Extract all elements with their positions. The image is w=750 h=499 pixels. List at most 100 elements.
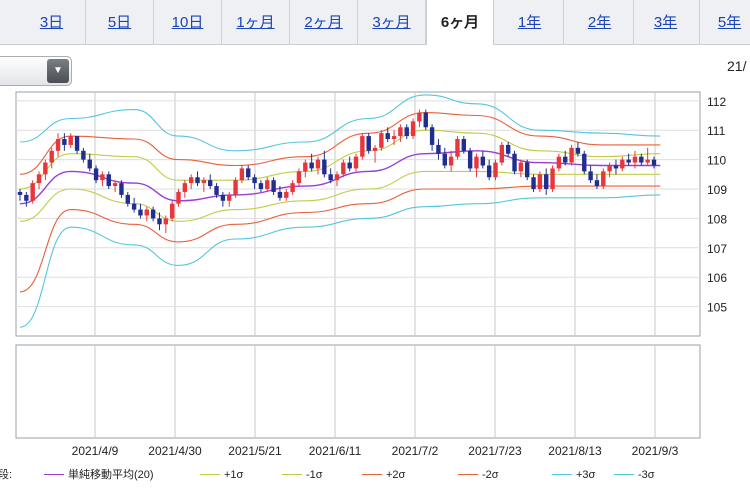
- candle-body: [563, 156, 568, 163]
- tab-11[interactable]: 5年: [700, 0, 750, 44]
- candle-body: [246, 168, 251, 178]
- candle-body: [372, 147, 378, 151]
- indicator-dropdown[interactable]: ▼: [0, 56, 72, 86]
- candle-body: [607, 165, 612, 172]
- candle-body: [334, 174, 340, 181]
- candle-body: [74, 136, 80, 151]
- candle-body: [277, 191, 283, 198]
- legend-label: 単純移動平均(20): [68, 469, 154, 481]
- x-tick-label: 2021/4/9: [72, 444, 119, 458]
- tab-4[interactable]: 1ヶ月: [222, 0, 290, 44]
- legend-swatch: [552, 473, 572, 475]
- candle-body: [100, 174, 105, 181]
- candle-body: [613, 165, 619, 169]
- candle-body: [353, 156, 359, 169]
- date-label: 21/: [727, 58, 747, 74]
- candle-body: [448, 156, 454, 166]
- tab-7[interactable]: 6ヶ月: [426, 0, 494, 45]
- candle-body: [315, 159, 321, 169]
- candle-body: [512, 153, 517, 172]
- candle-body: [588, 171, 593, 181]
- legend-item: -3σ: [614, 465, 655, 485]
- candle-body: [404, 127, 409, 137]
- candle-body: [575, 147, 581, 154]
- candle-body: [17, 191, 23, 195]
- tab-3[interactable]: 10日: [154, 0, 222, 44]
- candle-body: [271, 180, 276, 192]
- candle-body: [176, 191, 181, 204]
- candle-body: [49, 150, 54, 163]
- candle-body: [43, 162, 48, 175]
- candle-body: [423, 112, 428, 128]
- candle-body: [144, 209, 149, 216]
- candle-body: [499, 144, 505, 163]
- candle-body: [81, 150, 86, 160]
- candle-body: [417, 112, 422, 122]
- candle-body: [474, 156, 479, 169]
- y-tick-label: 111: [707, 124, 726, 138]
- legend-swatch: [458, 473, 478, 475]
- candle-body: [620, 159, 625, 169]
- tab-1[interactable]: 3日: [18, 0, 86, 44]
- candle-body: [131, 203, 137, 210]
- x-tick-label: 2021/6/11: [309, 444, 362, 458]
- candle-body: [55, 139, 61, 151]
- legend-label: -1σ: [306, 469, 323, 481]
- candle-body: [290, 183, 295, 192]
- y-tick-label: 109: [707, 183, 727, 197]
- candle-body: [220, 194, 226, 201]
- y-tick-label: 105: [707, 301, 727, 315]
- candle-body: [550, 168, 555, 190]
- legend-item: -1σ: [282, 465, 323, 485]
- legend-item: +3σ: [552, 465, 595, 485]
- tab-2[interactable]: 5日: [86, 0, 154, 44]
- candle-body: [188, 177, 194, 184]
- band-plus-2s: [19, 112, 661, 175]
- x-tick-label: 2021/7/2: [392, 444, 439, 458]
- candle-body: [252, 177, 257, 184]
- candle-body: [455, 139, 460, 157]
- legend-label: +2σ: [386, 469, 406, 481]
- candle-body: [385, 133, 390, 140]
- candle-body: [429, 127, 435, 145]
- candle-body: [525, 162, 530, 178]
- legend-prefix: 段:: [0, 469, 13, 481]
- band-plus-3s: [19, 94, 661, 152]
- tab-9[interactable]: 2年: [566, 0, 634, 44]
- tab-10[interactable]: 3年: [632, 0, 700, 44]
- candle-body: [169, 203, 175, 219]
- tab-6[interactable]: 3ヶ月: [358, 0, 426, 44]
- candle-body: [556, 156, 562, 169]
- triangle-down-icon[interactable]: ▼: [47, 59, 69, 83]
- tab-5[interactable]: 2ヶ月: [290, 0, 358, 44]
- candle-body: [106, 174, 111, 187]
- candle-body: [505, 144, 511, 154]
- candle-body: [309, 162, 314, 169]
- legend-swatch: [282, 473, 302, 475]
- candle-body: [461, 139, 466, 151]
- candle-body: [87, 159, 92, 169]
- band-plus-1s: [19, 129, 661, 190]
- candle-body: [239, 168, 245, 181]
- candle-body: [195, 177, 200, 184]
- legend-item: 単純移動平均(20): [44, 465, 154, 485]
- legend-label: -3σ: [638, 469, 655, 481]
- tab-8[interactable]: 1年: [496, 0, 564, 44]
- candle-body: [486, 165, 492, 178]
- candle-body: [544, 174, 549, 190]
- candle-body: [119, 183, 124, 195]
- candle-body: [208, 180, 213, 187]
- x-tick-label: 2021/8/13: [548, 444, 602, 458]
- y-tick-label: 108: [707, 212, 727, 226]
- legend-item: -2σ: [458, 465, 499, 485]
- candle-body: [531, 177, 536, 190]
- candle-body: [328, 174, 333, 181]
- candle-body: [284, 191, 289, 198]
- candle-body: [125, 194, 130, 204]
- candle-body: [150, 209, 156, 219]
- x-tick-label: 2021/4/30: [148, 444, 202, 458]
- x-tick-label: 2021/7/23: [468, 444, 522, 458]
- candle-body: [341, 162, 346, 175]
- legend-label: -2σ: [482, 469, 499, 481]
- candle-body: [265, 180, 270, 190]
